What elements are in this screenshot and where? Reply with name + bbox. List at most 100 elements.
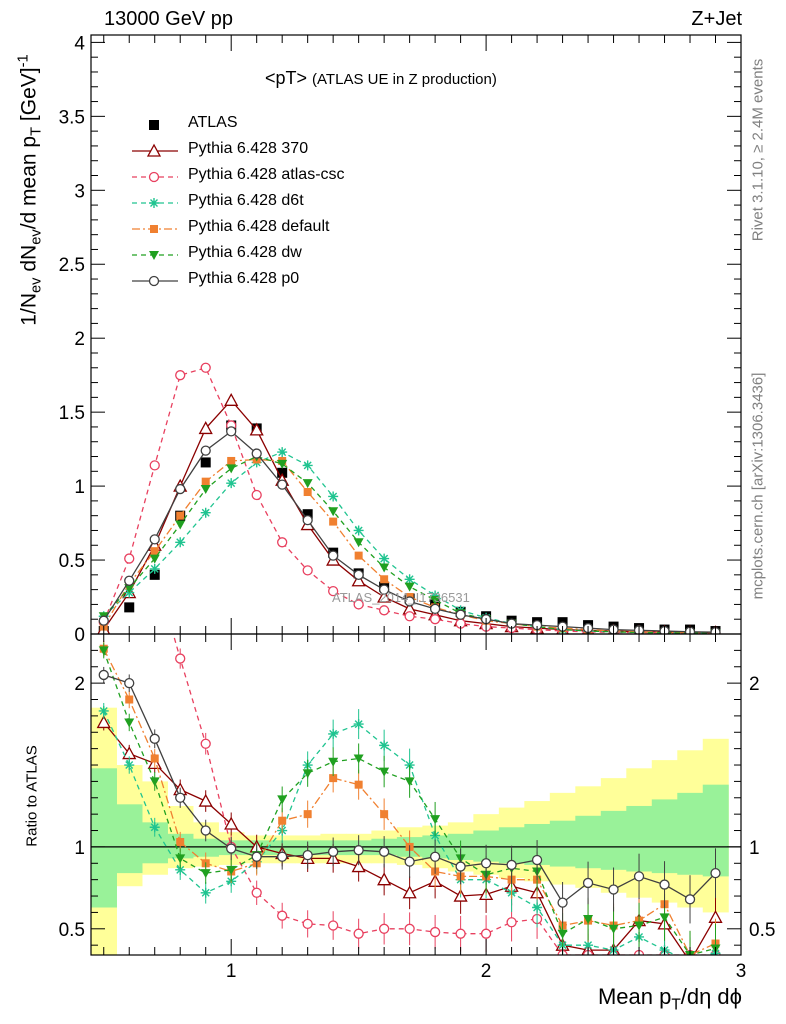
ratio-point bbox=[659, 879, 670, 890]
legend-label: Pythia 6.428 dw bbox=[188, 244, 302, 261]
band-green-bin bbox=[600, 810, 627, 870]
ratio-point bbox=[224, 816, 239, 830]
legend-marker bbox=[149, 198, 159, 208]
ratio-point bbox=[380, 810, 389, 819]
data-point bbox=[353, 569, 364, 580]
title-main: <pT> bbox=[265, 68, 308, 88]
data-point bbox=[150, 547, 159, 556]
data-point bbox=[224, 392, 239, 406]
y-tick-label: 0 bbox=[74, 625, 85, 646]
data-point bbox=[328, 491, 339, 502]
y-tick-label: 1 bbox=[74, 477, 85, 498]
data-point bbox=[175, 483, 186, 495]
data-point bbox=[226, 426, 237, 437]
ratio-point bbox=[557, 897, 568, 908]
ratio-point bbox=[278, 816, 287, 825]
ratio-point bbox=[633, 871, 645, 882]
ratio-point bbox=[659, 913, 670, 923]
data-point bbox=[379, 563, 390, 573]
data-point bbox=[429, 614, 441, 625]
data-point bbox=[328, 585, 339, 597]
ratio-point bbox=[124, 718, 135, 728]
data-point bbox=[124, 553, 135, 564]
ratio-point bbox=[175, 792, 186, 803]
x-axis-label: Mean pT/dη dϕ bbox=[597, 984, 742, 1014]
legend-swatch bbox=[132, 143, 178, 157]
ratio-point bbox=[354, 780, 363, 789]
x-tick-label: 1 bbox=[226, 961, 237, 982]
ratio-point bbox=[582, 877, 594, 889]
data-point bbox=[429, 603, 441, 615]
legend-swatch bbox=[149, 120, 159, 130]
ratio-point bbox=[98, 646, 109, 656]
legend-swatch bbox=[132, 198, 178, 208]
header-right: Z+Jet bbox=[691, 8, 742, 30]
data-point bbox=[377, 589, 392, 603]
ratio-y-tick-label-right: 1 bbox=[749, 838, 760, 859]
ratio-point bbox=[329, 774, 338, 783]
ratio-point bbox=[200, 825, 211, 836]
x-tick-label: 2 bbox=[481, 961, 492, 982]
y-tick-label: 2 bbox=[74, 329, 85, 350]
data-point bbox=[149, 569, 160, 580]
ratio-point bbox=[404, 777, 415, 787]
data-point bbox=[404, 582, 415, 592]
ratio-point bbox=[125, 695, 134, 704]
ratio-point bbox=[226, 865, 237, 875]
data-point bbox=[175, 537, 186, 548]
ratio-point bbox=[378, 846, 390, 857]
data-point bbox=[277, 537, 288, 548]
ratio-point bbox=[328, 920, 339, 931]
ratio-point bbox=[430, 815, 441, 825]
data-point bbox=[404, 611, 415, 622]
data-point bbox=[328, 507, 339, 517]
ratio-point bbox=[124, 677, 135, 689]
data-point bbox=[251, 448, 262, 459]
data-point bbox=[302, 479, 313, 489]
ratio-point bbox=[351, 859, 366, 873]
legend-marker bbox=[150, 225, 158, 233]
data-point bbox=[200, 507, 211, 518]
ratio-point bbox=[710, 867, 721, 879]
y-axis-label-main: 1/Nev dNev/d mean pT [GeV]-1 bbox=[15, 54, 45, 326]
ratio-point bbox=[404, 923, 415, 934]
data-point bbox=[149, 460, 160, 471]
ratio-y-tick-label: 1 bbox=[74, 838, 85, 859]
ratio-point bbox=[689, 954, 691, 955]
data-point bbox=[353, 538, 364, 548]
band-green-bin bbox=[651, 799, 678, 874]
data-point bbox=[98, 615, 109, 626]
ratio-point bbox=[96, 715, 111, 729]
data-point bbox=[200, 445, 211, 456]
legend-marker bbox=[149, 251, 159, 260]
y-tick-label: 2.5 bbox=[59, 255, 85, 276]
ratio-point bbox=[328, 757, 339, 767]
y-tick-label: 3.5 bbox=[59, 107, 85, 128]
legend-label: Pythia 6.428 370 bbox=[188, 140, 309, 157]
data-point bbox=[149, 563, 160, 574]
ratio-point bbox=[353, 928, 364, 939]
ratio-point bbox=[583, 940, 594, 951]
legend-label: ATLAS bbox=[188, 114, 238, 131]
data-point bbox=[277, 479, 288, 490]
legend-marker bbox=[149, 120, 159, 130]
ratio-point bbox=[200, 869, 211, 879]
y-axis-label-ratio: Ratio to ATLAS bbox=[23, 745, 41, 847]
data-point bbox=[302, 565, 313, 576]
data-point bbox=[351, 573, 366, 587]
ratio-point bbox=[98, 669, 109, 681]
ratio-point bbox=[404, 856, 415, 867]
ratio-point bbox=[353, 845, 364, 856]
ratio-point bbox=[302, 769, 313, 779]
ratio-point bbox=[378, 923, 390, 934]
data-point bbox=[277, 447, 288, 458]
band-green-bin bbox=[192, 838, 219, 857]
ratio-point bbox=[429, 851, 441, 862]
ratio-y-tick-label: 2 bbox=[74, 674, 85, 695]
x-tick-label: 3 bbox=[736, 961, 747, 982]
data-point bbox=[176, 511, 185, 520]
ratio-point bbox=[251, 887, 262, 898]
data-point bbox=[430, 595, 441, 605]
y-tick-label: 4 bbox=[74, 33, 85, 54]
data-point bbox=[277, 459, 288, 469]
